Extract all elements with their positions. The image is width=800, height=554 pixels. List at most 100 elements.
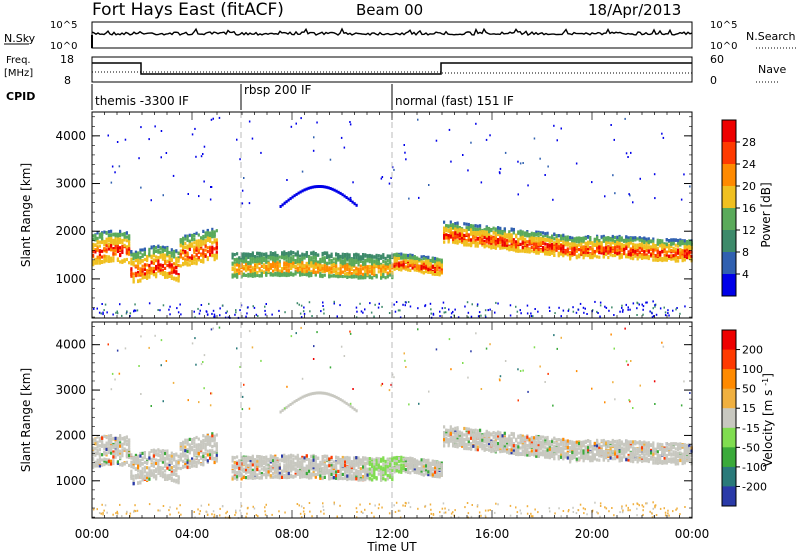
power-cell [335, 268, 338, 272]
power-cell [213, 258, 216, 262]
velocity-cell [125, 460, 128, 464]
power-cell [94, 243, 97, 247]
power-cell [422, 260, 425, 264]
power-cell [197, 233, 200, 237]
power-cell [258, 274, 261, 278]
power-cell [317, 253, 320, 257]
power-cell [386, 262, 389, 266]
power-cell [92, 242, 95, 247]
power-cell [359, 302, 361, 305]
power-cell [246, 312, 248, 315]
power-cell [305, 269, 308, 273]
power-cell [312, 266, 315, 270]
power-cell [179, 244, 182, 248]
power-cell [287, 198, 290, 202]
power-cell [572, 310, 575, 313]
power-cell [353, 202, 356, 206]
power-cell [172, 174, 175, 177]
power-cell [485, 244, 488, 248]
power-cell [366, 269, 369, 273]
power-cell [339, 263, 342, 268]
power-cell [264, 313, 267, 316]
power-cell [294, 253, 297, 257]
power-cell [544, 238, 547, 242]
power-cell [598, 255, 601, 259]
power-cell [560, 315, 562, 318]
velocity-cell [191, 459, 194, 463]
power-cell [238, 259, 241, 263]
power-cell [627, 156, 629, 158]
power-cell [641, 242, 644, 246]
power-cell [587, 242, 590, 246]
power-cell [326, 261, 329, 265]
power-cell [575, 240, 578, 244]
power-cell [393, 259, 396, 263]
power-cell [298, 303, 300, 306]
power-cell [364, 264, 367, 268]
power-cell [366, 273, 369, 277]
power-cell [470, 243, 473, 247]
power-cell [257, 315, 259, 317]
power-cell [654, 304, 656, 307]
power-cell [573, 239, 576, 243]
power-cell [645, 301, 647, 304]
power-cell [139, 261, 142, 265]
velocity-cell [161, 460, 164, 464]
power-cell [242, 265, 245, 269]
power-cell [128, 244, 131, 248]
velocity-cell [161, 473, 164, 477]
power-cell [598, 248, 601, 253]
power-cell [539, 232, 542, 237]
power-cell [632, 201, 634, 204]
velocity-cell [152, 461, 155, 465]
velocity-cell [188, 461, 191, 465]
velocity-cell [114, 452, 117, 456]
power-cell [312, 268, 315, 272]
power-cell [528, 247, 531, 251]
power-cell [341, 261, 344, 265]
power-cell [524, 249, 527, 254]
power-cell [198, 312, 201, 315]
power-cell [188, 263, 191, 267]
power-cell [659, 244, 662, 248]
power-cell [364, 262, 367, 266]
velocity-cell [119, 434, 122, 438]
power-cell [322, 305, 324, 307]
power-cell [112, 232, 115, 236]
power-cell [141, 259, 144, 263]
power-cell [549, 310, 551, 312]
power-cell [668, 314, 670, 317]
power-cell [368, 270, 371, 274]
power-cell [393, 303, 395, 306]
power-cell [260, 256, 263, 260]
power-cell [610, 124, 612, 126]
power-cell [454, 232, 457, 236]
power-cell [193, 255, 196, 259]
power-cell [116, 237, 119, 241]
power-cell [438, 271, 441, 275]
power-cell [236, 260, 239, 264]
power-cell [129, 312, 132, 315]
power-cell [429, 262, 432, 267]
power-cell [521, 241, 524, 245]
power-cell [202, 242, 205, 246]
power-cell [656, 238, 659, 242]
power-cell [272, 269, 275, 273]
velocity-cell [112, 436, 115, 441]
power-cell [348, 262, 351, 266]
power-cell [485, 138, 488, 141]
power-cell [407, 259, 410, 263]
velocity-cell [139, 461, 142, 465]
power-cell [179, 303, 181, 306]
power-cell [680, 198, 683, 201]
power-cell [344, 264, 347, 268]
power-cell [562, 247, 565, 251]
power-cell [269, 263, 272, 267]
power-cell [583, 311, 585, 314]
power-cell [301, 256, 304, 260]
power-cell [213, 240, 216, 244]
power-cell [114, 239, 117, 243]
power-cell [686, 240, 689, 244]
power-cell [195, 248, 198, 252]
